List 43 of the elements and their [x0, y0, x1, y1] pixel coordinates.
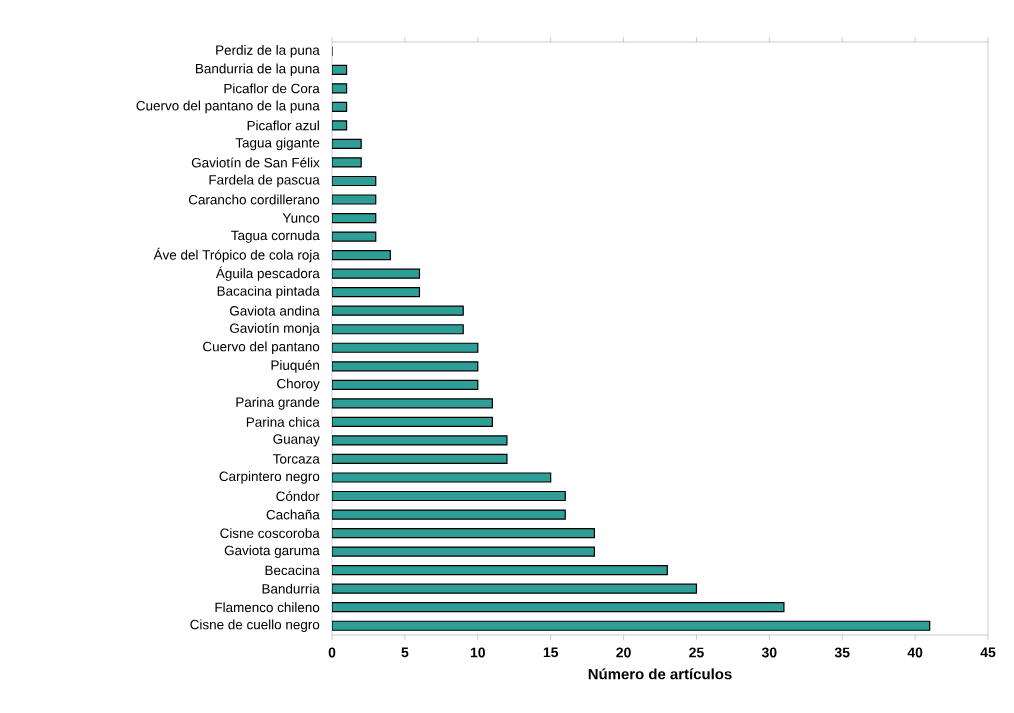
x-tick-label: 0 — [328, 647, 336, 658]
y-tick-label: Parina chica — [246, 416, 320, 427]
y-tick-label: Áve del Trópico de cola roja — [153, 247, 320, 263]
y-tick-label: Carancho cordillerano — [188, 194, 320, 205]
y-tick-label: Cuervo del pantano de la puna — [136, 100, 320, 114]
y-tick-label: Gaviotín monja — [230, 322, 320, 336]
x-tick-label: 30 — [761, 647, 777, 658]
y-tick-label: Choroy — [277, 378, 320, 392]
y-tick-label: Gaviota garuma — [224, 545, 320, 558]
x-tick-label: 20 — [616, 647, 631, 658]
y-tick-label: Cisne de cuello negro — [190, 619, 320, 632]
y-tick-label: Bacacina pintada — [217, 285, 320, 299]
y-tick-label: Cachaña — [266, 509, 320, 520]
y-tick-label: Tagua gigante — [235, 137, 320, 151]
y-tick-label: Cisne coscoroba — [220, 528, 320, 538]
x-axis-title: Número de artículos — [588, 668, 732, 680]
x-tick-label: 45 — [980, 647, 996, 658]
x-tick-label: 10 — [470, 647, 485, 658]
y-tick-label: Gaviotín de San Félix — [191, 157, 320, 168]
y-tick-label: Picaflor azul — [247, 120, 319, 131]
y-tick-label: Bandurria — [262, 583, 320, 594]
y-tick-label: Perdiz de la puna — [216, 44, 320, 58]
y-tick-label: Flamenco chileno — [215, 602, 320, 613]
y-tick-label: Becacina — [265, 565, 320, 576]
y-tick-label: Cóndor — [276, 490, 320, 502]
y-tick-label: Fardela de pascua — [209, 174, 320, 188]
y-tick-label: Yunco — [282, 213, 320, 223]
x-tick-label: 40 — [907, 647, 923, 658]
y-tick-label: Cuervo del pantano — [203, 341, 320, 355]
y-tick-label: Torcaza — [273, 454, 320, 464]
y-tick-label: Picaflor de Cora — [224, 83, 320, 94]
y-tick-label: Águila pescadora — [215, 266, 320, 281]
y-tick-label: Piuquén — [271, 359, 319, 373]
x-tick-label: 5 — [401, 647, 409, 658]
y-tick-label: Guanay — [273, 434, 320, 447]
y-tick-label: Gaviota andina — [230, 305, 320, 316]
y-tick-label: Carpintero negro — [219, 471, 320, 484]
y-tick-label: Parina grande — [236, 397, 320, 410]
x-tick-label: 25 — [689, 647, 704, 658]
x-tick-label: 35 — [834, 647, 850, 658]
x-tick-label: 15 — [543, 647, 559, 658]
y-tick-label: Bandurria de la puna — [196, 63, 320, 77]
y-tick-label: Tagua cornuda — [231, 230, 320, 243]
